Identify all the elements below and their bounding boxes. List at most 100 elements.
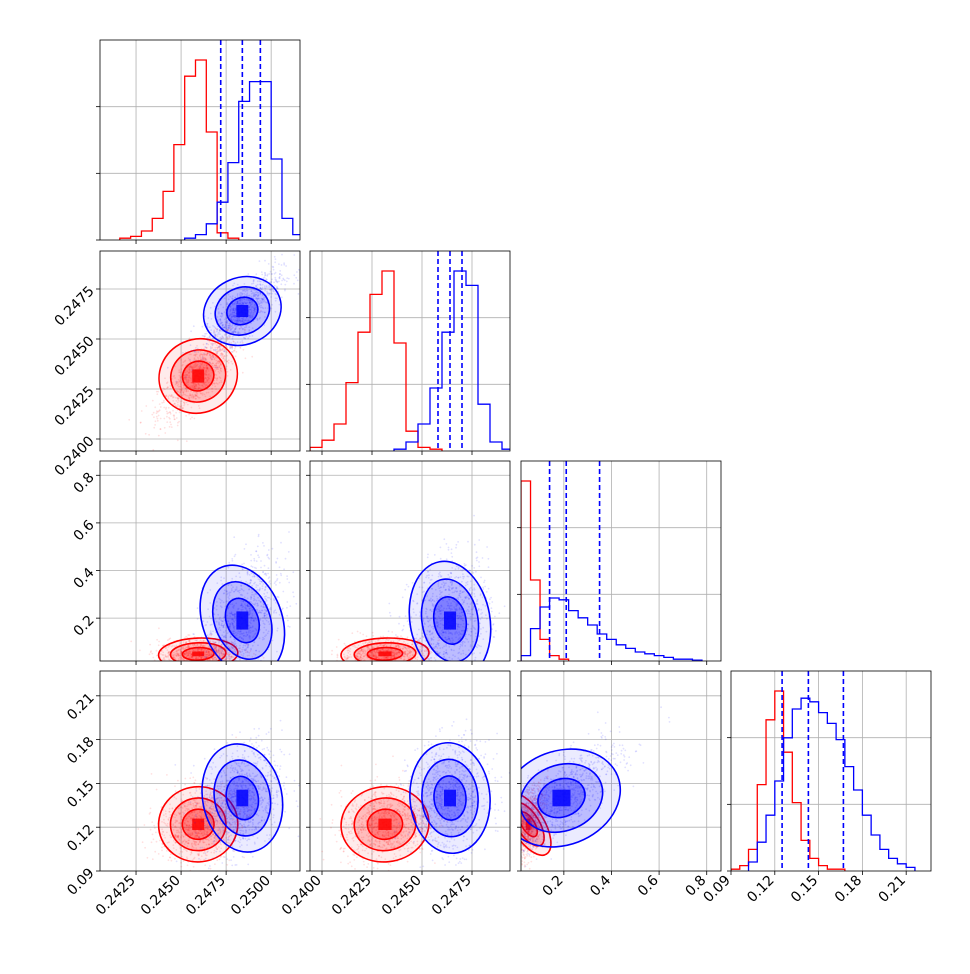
scatter-point xyxy=(156,410,158,412)
scatter-point xyxy=(231,558,233,560)
scatter-point xyxy=(220,343,222,345)
scatter-point xyxy=(268,577,270,579)
scatter-point xyxy=(232,560,234,562)
y-tick-label: 0.2475 xyxy=(52,283,98,329)
scatter-point xyxy=(358,662,360,664)
scatter-point xyxy=(263,662,265,664)
scatter-point xyxy=(337,654,339,656)
scatter-point xyxy=(197,667,199,669)
scatter-point xyxy=(191,662,193,664)
scatter-point xyxy=(414,666,416,668)
scatter-point xyxy=(406,666,408,668)
scatter-point xyxy=(264,260,266,262)
scatter-point xyxy=(328,665,330,667)
scatter-point xyxy=(149,653,151,655)
scatter-point xyxy=(375,668,377,670)
scatter-point xyxy=(397,664,399,666)
scatter-point xyxy=(454,663,456,665)
scatter-point xyxy=(197,647,199,649)
scatter-point xyxy=(169,426,171,428)
scatter-point xyxy=(211,663,213,665)
scatter-point xyxy=(194,663,196,665)
scatter-point xyxy=(287,620,289,622)
scatter-point xyxy=(263,277,265,279)
scatter-point xyxy=(293,254,295,256)
scatter-point xyxy=(210,667,212,669)
scatter-point xyxy=(491,601,493,603)
scatter-point xyxy=(235,554,237,556)
scatter-point xyxy=(154,424,156,426)
scatter-point xyxy=(384,663,386,665)
scatter-point xyxy=(278,263,280,265)
scatter-point xyxy=(286,281,288,283)
scatter-point xyxy=(368,668,370,670)
scatter-point xyxy=(212,654,214,656)
scatter-point xyxy=(333,662,335,664)
scatter-point xyxy=(391,665,393,667)
scatter-point xyxy=(170,665,172,667)
scatter-point xyxy=(211,663,213,665)
scatter-point xyxy=(275,280,277,282)
scatter-point xyxy=(274,256,276,258)
scatter-point xyxy=(446,558,448,560)
scatter-point xyxy=(406,662,408,664)
scatter-point xyxy=(234,348,236,350)
scatter-point xyxy=(190,668,192,670)
scatter-point xyxy=(177,662,179,664)
scatter-point xyxy=(212,356,214,358)
scatter-point xyxy=(197,348,199,350)
scatter-point xyxy=(203,353,205,355)
scatter-point xyxy=(356,664,358,666)
scatter-point xyxy=(190,418,192,420)
scatter-point xyxy=(489,603,491,605)
scatter-point xyxy=(275,279,277,281)
scatter-point xyxy=(196,639,198,641)
scatter-point xyxy=(200,661,202,663)
scatter-point xyxy=(275,258,277,260)
scatter-point xyxy=(379,663,381,665)
scatter-point xyxy=(383,666,385,668)
scatter-point xyxy=(277,287,279,289)
scatter-point xyxy=(448,547,450,549)
scatter-point xyxy=(189,366,191,368)
scatter-point xyxy=(241,668,243,670)
scatter-point xyxy=(213,349,215,351)
scatter-point xyxy=(214,657,216,659)
scatter-point xyxy=(177,440,179,442)
scatter-point xyxy=(292,591,294,593)
density-peak-series-0 xyxy=(378,651,391,656)
scatter-point xyxy=(390,662,392,664)
scatter-point xyxy=(217,662,219,664)
scatter-point xyxy=(158,662,160,664)
scatter-point xyxy=(204,335,206,337)
scatter-point xyxy=(394,663,396,665)
scatter-point xyxy=(156,412,158,414)
scatter-point xyxy=(362,662,364,664)
scatter-point xyxy=(170,667,172,669)
scatter-point xyxy=(230,346,232,348)
scatter-point xyxy=(265,575,267,577)
scatter-point xyxy=(160,406,162,408)
scatter-point xyxy=(206,663,208,665)
scatter-point xyxy=(160,663,162,665)
scatter-point xyxy=(165,407,167,409)
scatter-point xyxy=(202,326,204,328)
scatter-point xyxy=(372,632,374,634)
scatter-point xyxy=(365,662,367,664)
scatter-point xyxy=(142,667,144,669)
scatter-point xyxy=(178,668,180,670)
scatter-point xyxy=(155,420,157,422)
scatter-point xyxy=(227,667,229,669)
scatter-point xyxy=(405,669,407,671)
scatter-point xyxy=(231,348,233,350)
scatter-point xyxy=(275,584,277,586)
scatter-point xyxy=(278,596,280,598)
scatter-point xyxy=(388,666,390,668)
scatter-point xyxy=(189,359,191,361)
scatter-point xyxy=(427,667,429,669)
scatter-point xyxy=(364,667,366,669)
scatter-point xyxy=(173,663,175,665)
scatter-point xyxy=(198,668,200,670)
scatter-point xyxy=(166,416,168,418)
scatter-point xyxy=(284,279,286,281)
